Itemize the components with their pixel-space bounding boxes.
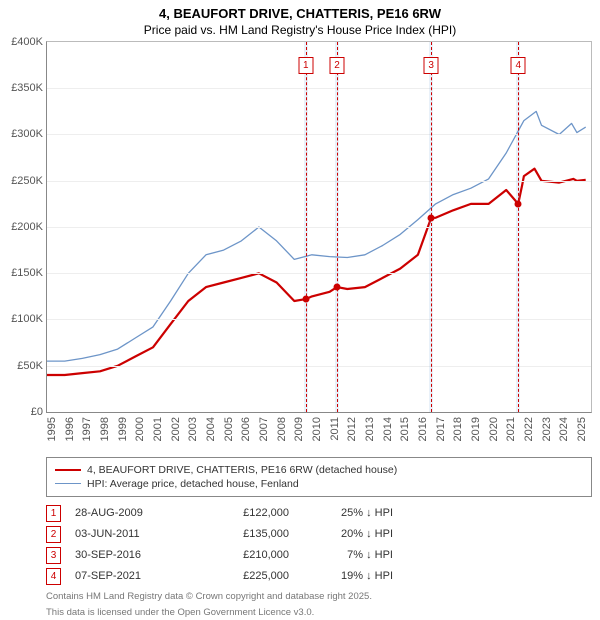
x-axis: 1995 1996 1997 1998 1999 2000 2001 2002 2003 2004… bbox=[46, 413, 592, 453]
legend-label: 4, BEAUFORT DRIVE, CHATTERIS, PE16 6RW (… bbox=[87, 464, 397, 476]
y-tick-label: £150K bbox=[11, 267, 47, 279]
event-price: £135,000 bbox=[199, 528, 289, 540]
event-row: 1 28-AUG-2009 £122,000 25% ↓ HPI bbox=[46, 503, 592, 524]
x-tick-label: 2018 bbox=[452, 417, 464, 441]
event-marker: 3 bbox=[424, 57, 439, 74]
price-dot bbox=[302, 296, 309, 303]
event-marker: 4 bbox=[511, 57, 526, 74]
event-num-box: 3 bbox=[46, 547, 61, 564]
y-tick-label: £200K bbox=[11, 221, 47, 233]
event-diff: 19% ↓ HPI bbox=[303, 570, 393, 582]
x-tick-label: 1998 bbox=[99, 417, 111, 441]
x-tick-label: 2000 bbox=[134, 417, 146, 441]
x-tick-label: 2012 bbox=[346, 417, 358, 441]
x-tick-label: 1997 bbox=[81, 417, 93, 441]
event-diff: 7% ↓ HPI bbox=[303, 549, 393, 561]
x-tick-label: 2006 bbox=[240, 417, 252, 441]
x-tick-label: 2007 bbox=[258, 417, 270, 441]
x-tick-label: 2004 bbox=[205, 417, 217, 441]
y-tick-label: £350K bbox=[11, 82, 47, 94]
legend-swatch bbox=[55, 483, 81, 484]
chart-area: £0£50K£100K£150K£200K£250K£300K£350K£400… bbox=[46, 41, 592, 413]
x-tick-label: 1995 bbox=[46, 417, 58, 441]
x-tick-label: 2025 bbox=[576, 417, 588, 441]
x-tick-label: 2015 bbox=[399, 417, 411, 441]
x-tick-label: 2014 bbox=[382, 417, 394, 441]
chart-subtitle: Price paid vs. HM Land Registry's House … bbox=[0, 23, 600, 41]
event-price: £225,000 bbox=[199, 570, 289, 582]
x-tick-label: 2021 bbox=[505, 417, 517, 441]
event-row: 2 03-JUN-2011 £135,000 20% ↓ HPI bbox=[46, 524, 592, 545]
legend-label: HPI: Average price, detached house, Fenl… bbox=[87, 478, 299, 490]
series-red bbox=[47, 169, 586, 375]
event-price: £122,000 bbox=[199, 507, 289, 519]
y-tick-label: £300K bbox=[11, 128, 47, 140]
x-tick-label: 2019 bbox=[470, 417, 482, 441]
x-tick-label: 2001 bbox=[152, 417, 164, 441]
chart-title: 4, BEAUFORT DRIVE, CHATTERIS, PE16 6RW bbox=[0, 0, 600, 23]
x-tick-label: 2017 bbox=[435, 417, 447, 441]
price-dot bbox=[334, 284, 341, 291]
x-tick-label: 2005 bbox=[223, 417, 235, 441]
event-row: 4 07-SEP-2021 £225,000 19% ↓ HPI bbox=[46, 566, 592, 587]
y-tick-label: £50K bbox=[17, 360, 47, 372]
event-price: £210,000 bbox=[199, 549, 289, 561]
event-date: 03-JUN-2011 bbox=[75, 528, 185, 540]
events-table: 1 28-AUG-2009 £122,000 25% ↓ HPI 2 03-JUN-201… bbox=[46, 503, 592, 587]
x-tick-label: 2024 bbox=[558, 417, 570, 441]
price-dot bbox=[515, 200, 522, 207]
x-tick-label: 2016 bbox=[417, 417, 429, 441]
footer-text-1: Contains HM Land Registry data © Crown c… bbox=[46, 591, 592, 603]
x-tick-label: 1996 bbox=[64, 417, 76, 441]
event-vline bbox=[518, 42, 519, 412]
price-dot bbox=[428, 214, 435, 221]
event-date: 07-SEP-2021 bbox=[75, 570, 185, 582]
x-tick-label: 2013 bbox=[364, 417, 376, 441]
legend-swatch bbox=[55, 469, 81, 471]
event-vline bbox=[337, 42, 338, 412]
event-vline bbox=[431, 42, 432, 412]
footer-text-2: This data is licensed under the Open Gov… bbox=[46, 607, 592, 619]
y-tick-label: £100K bbox=[11, 313, 47, 325]
x-tick-label: 1999 bbox=[117, 417, 129, 441]
event-row: 3 30-SEP-2016 £210,000 7% ↓ HPI bbox=[46, 545, 592, 566]
legend-row: 4, BEAUFORT DRIVE, CHATTERIS, PE16 6RW (… bbox=[55, 463, 583, 477]
y-tick-label: £250K bbox=[11, 175, 47, 187]
y-tick-label: £400K bbox=[11, 36, 47, 48]
event-marker: 1 bbox=[298, 57, 313, 74]
x-tick-label: 2009 bbox=[293, 417, 305, 441]
series-blue bbox=[47, 111, 586, 361]
x-tick-label: 2023 bbox=[541, 417, 553, 441]
x-tick-label: 2002 bbox=[170, 417, 182, 441]
event-diff: 20% ↓ HPI bbox=[303, 528, 393, 540]
event-num-box: 1 bbox=[46, 505, 61, 522]
event-num-box: 2 bbox=[46, 526, 61, 543]
x-tick-label: 2008 bbox=[276, 417, 288, 441]
x-tick-label: 2010 bbox=[311, 417, 323, 441]
x-tick-label: 2020 bbox=[488, 417, 500, 441]
event-vline bbox=[306, 42, 307, 412]
legend: 4, BEAUFORT DRIVE, CHATTERIS, PE16 6RW (… bbox=[46, 457, 592, 497]
event-diff: 25% ↓ HPI bbox=[303, 507, 393, 519]
x-tick-label: 2022 bbox=[523, 417, 535, 441]
x-tick-label: 2011 bbox=[329, 417, 341, 441]
event-date: 28-AUG-2009 bbox=[75, 507, 185, 519]
x-tick-label: 2003 bbox=[187, 417, 199, 441]
event-num-box: 4 bbox=[46, 568, 61, 585]
event-date: 30-SEP-2016 bbox=[75, 549, 185, 561]
legend-row: HPI: Average price, detached house, Fenl… bbox=[55, 477, 583, 491]
event-marker: 2 bbox=[330, 57, 345, 74]
y-tick-label: £0 bbox=[31, 406, 47, 418]
